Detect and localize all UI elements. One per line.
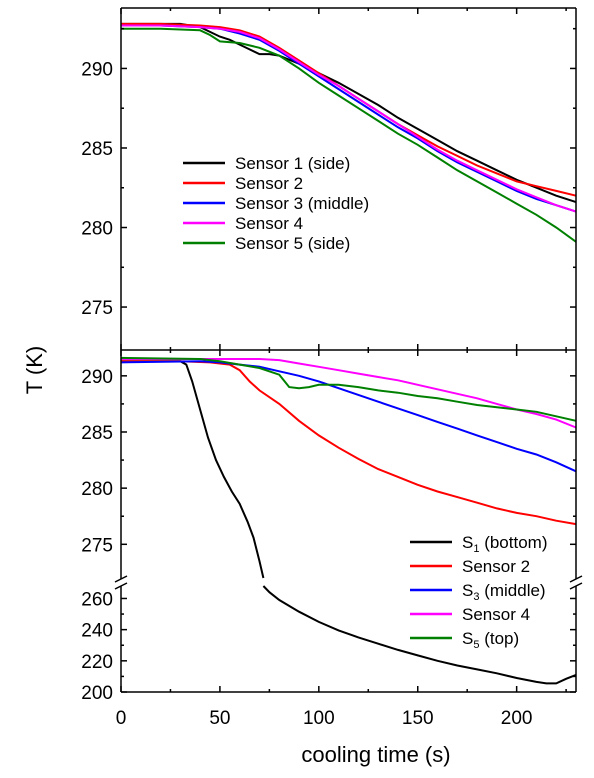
top-y-tick-label: 275 <box>81 298 113 319</box>
legend-text: (middle) <box>479 581 545 600</box>
legend-text: (bottom) <box>479 533 547 552</box>
bottom-y-tick-label: 220 <box>81 652 113 673</box>
bottom-y-tick-label: 275 <box>81 535 113 556</box>
top-legend-label: Sensor 2 <box>235 174 303 193</box>
bottom-legend-label: S3 (middle) <box>462 581 546 603</box>
axis-break-mark <box>114 575 128 583</box>
axis-break-mark <box>569 575 583 583</box>
legend-text: (top) <box>479 629 519 648</box>
top-y-tick-label: 290 <box>81 59 113 80</box>
x-tick-label: 50 <box>209 708 230 729</box>
axis-break-mark <box>114 582 128 590</box>
legend-text: S <box>462 533 473 552</box>
bottom-legend-label: Sensor 4 <box>462 605 530 624</box>
bottom-y-tick-label: 290 <box>81 367 113 388</box>
bottom-y-tick-label: 240 <box>81 621 113 642</box>
bottom-series-line-1-lower <box>262 585 577 685</box>
bottom-y-tick-label: 285 <box>81 423 113 444</box>
bottom-y-tick-label: 260 <box>81 589 113 610</box>
axes-frame <box>114 7 583 693</box>
bottom-series-line-3 <box>120 360 577 473</box>
top-series-line-4 <box>121 24 577 213</box>
x-tick-label: 100 <box>303 708 335 729</box>
bottom-series-line-5 <box>120 356 577 422</box>
x-axis-title: cooling time (s) <box>301 742 450 767</box>
legend-subscript: 5 <box>473 639 479 651</box>
legend-text: Sensor 2 <box>462 557 530 576</box>
bottom-panel <box>120 356 577 685</box>
y-axis-title: T (K) <box>22 346 47 394</box>
top-series-line-1 <box>121 22 577 204</box>
top-legend-label: Sensor 1 (side) <box>235 154 350 173</box>
axis-break-mark <box>569 582 583 590</box>
legend-text: S <box>462 581 473 600</box>
bottom-series-line-1 <box>121 360 265 579</box>
bottom-legend-label: S5 (top) <box>462 629 519 651</box>
x-tick-label: 200 <box>501 708 533 729</box>
legend-subscript: 1 <box>473 543 479 555</box>
top-y-tick-label: 285 <box>81 139 113 160</box>
top-legend-label: Sensor 3 (middle) <box>235 194 369 213</box>
top-legend-label: Sensor 5 (side) <box>235 234 350 253</box>
legend-text: Sensor 4 <box>462 605 530 624</box>
bottom-series-line-4 <box>121 358 577 429</box>
top-panel <box>121 22 577 243</box>
bottom-y-tick-label: 200 <box>81 683 113 704</box>
bottom-legend-label: Sensor 2 <box>462 557 530 576</box>
top-y-tick-label: 280 <box>81 219 113 240</box>
legend-text: S <box>462 629 473 648</box>
top-legend-label: Sensor 4 <box>235 214 303 233</box>
bottom-series-line-2 <box>121 360 577 526</box>
x-tick-label: 150 <box>402 708 434 729</box>
top-series-line-5 <box>121 27 577 243</box>
bottom-y-tick-label: 280 <box>81 479 113 500</box>
ticks: 275 280 285 290 275 280 285 290 200 220 240 260 0 50 1… <box>81 8 576 729</box>
bottom-legend-label: S1 (bottom) <box>462 533 548 555</box>
x-tick-label: 0 <box>116 708 127 729</box>
legend-subscript: 3 <box>473 591 479 603</box>
